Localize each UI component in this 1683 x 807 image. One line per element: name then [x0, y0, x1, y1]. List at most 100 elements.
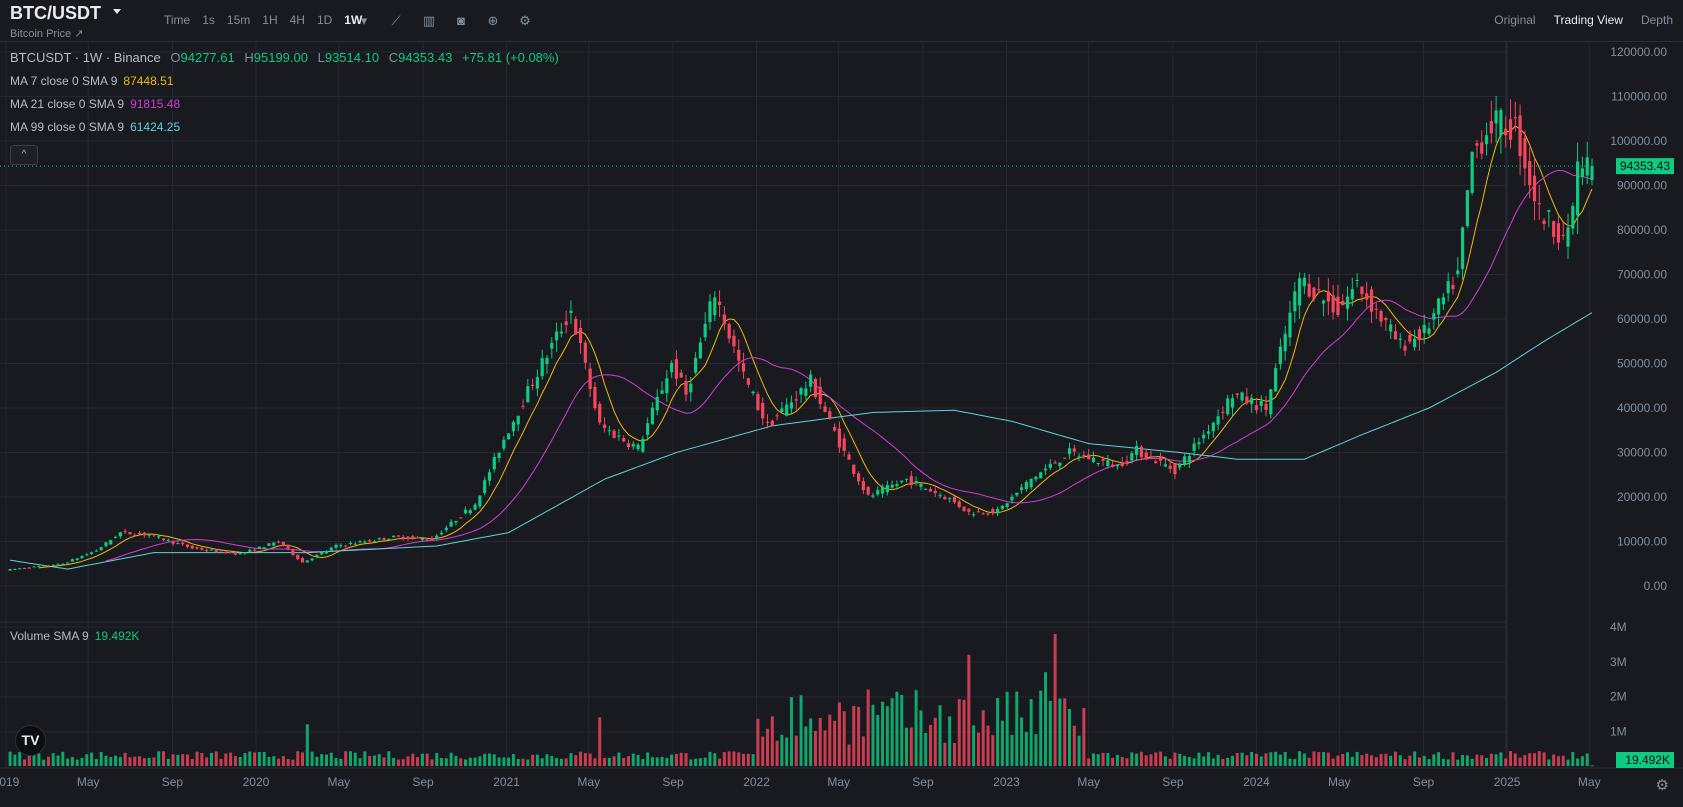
volume-bar — [473, 757, 477, 766]
candle-body — [972, 514, 976, 516]
candle-body — [353, 543, 357, 545]
tradingview-logo-icon[interactable]: TV — [15, 725, 46, 756]
candle-body — [1015, 492, 1019, 496]
gear-icon[interactable]: ⚙ — [519, 13, 531, 28]
candle-body — [1379, 310, 1383, 322]
volume-bar — [133, 756, 137, 766]
candle-body — [876, 490, 880, 495]
volume-bar — [1058, 698, 1062, 766]
volume-bar — [8, 751, 12, 766]
candle-body — [1144, 452, 1148, 459]
ma7-legend[interactable]: MA 7 close 0 SMA 9 87448.51 — [10, 74, 174, 88]
candle-body — [1111, 464, 1115, 468]
interval-1h[interactable]: 1H — [262, 13, 278, 27]
candle-body — [1096, 463, 1100, 465]
ma21-legend[interactable]: MA 21 close 0 SMA 9 91815.48 — [10, 97, 181, 111]
volume-bar — [928, 724, 932, 766]
camera-icon[interactable]: ◙ — [457, 13, 465, 28]
interval-1w[interactable]: 1W — [344, 13, 363, 27]
gear-icon[interactable]: ⚙ — [1655, 777, 1669, 794]
volume-bar — [171, 754, 175, 766]
candle-body — [885, 485, 889, 493]
volume-bar — [209, 752, 213, 766]
indicator-icon[interactable]: ⟋ — [391, 13, 401, 28]
candle-body — [296, 554, 300, 560]
chevron-down-icon[interactable]: ▾ — [360, 13, 368, 28]
candle-body — [1005, 503, 1009, 507]
volume-bar — [401, 759, 405, 766]
volume-bar — [742, 753, 746, 766]
candle-body — [789, 402, 794, 409]
view-tab-original[interactable]: Original — [1494, 13, 1536, 27]
interval-4h[interactable]: 4H — [289, 13, 305, 27]
candle-body — [564, 321, 568, 326]
volume-bar — [166, 758, 170, 766]
candle-type-icon[interactable]: ▥ — [422, 13, 436, 28]
volume-bar — [895, 691, 899, 766]
volume-bar — [37, 753, 41, 766]
volume-bar — [185, 754, 189, 766]
candle-body — [248, 549, 252, 552]
candle-body — [415, 537, 420, 539]
volume-bar — [1547, 759, 1551, 766]
ma99-legend[interactable]: MA 99 close 0 SMA 9 61424.25 — [10, 120, 181, 134]
candle-body — [1475, 143, 1479, 146]
candle-body — [42, 565, 46, 567]
current-price-label: 94353.43 — [1620, 159, 1670, 173]
volume-bar — [574, 755, 578, 766]
volume-axis-label: 1M — [1610, 724, 1627, 738]
candle-body — [1139, 446, 1144, 458]
candle-body — [574, 318, 578, 335]
view-tab-depth[interactable]: Depth — [1640, 13, 1673, 27]
interval-1d[interactable]: 1D — [316, 13, 333, 27]
collapse-legend-button[interactable]: ^ — [10, 145, 38, 165]
candle-body — [439, 532, 444, 535]
plus-circle-icon[interactable]: ⊕ — [487, 13, 499, 28]
volume-bar — [253, 752, 257, 766]
volume-bar — [464, 759, 468, 766]
candle-body — [617, 435, 621, 437]
volume-bar — [61, 751, 65, 766]
interval-time[interactable]: Time — [164, 13, 191, 27]
volume-bar — [626, 756, 630, 766]
volume-bar — [1034, 734, 1038, 766]
top-toolbar: BTC/USDT Bitcoin Price ↗ Time 1s 15m 1H 4H 1D… — [0, 0, 1683, 42]
view-tab-trading-view[interactable]: Trading View — [1553, 13, 1623, 27]
volume-bar — [195, 751, 199, 766]
volume-bar — [277, 758, 281, 766]
volume-bar — [224, 753, 228, 766]
candle-body — [224, 551, 228, 554]
candle-body — [1173, 464, 1177, 475]
candle-body — [943, 497, 947, 500]
interval-1s[interactable]: 1s — [202, 13, 215, 27]
pair-title[interactable]: BTC/USDT — [10, 3, 101, 23]
volume-bar — [631, 753, 635, 766]
volume-legend[interactable]: Volume SMA 9 19.492K — [10, 629, 139, 643]
candle-body — [233, 552, 238, 555]
candle-body — [468, 510, 472, 514]
candle-body — [1537, 203, 1541, 205]
volume-bar — [948, 716, 952, 766]
candle-body — [554, 331, 559, 341]
chevron-down-icon[interactable] — [113, 9, 121, 14]
volume-bar — [1173, 752, 1177, 766]
candle-body — [1427, 328, 1431, 334]
candle-body — [61, 563, 65, 565]
volume-bar — [205, 757, 209, 766]
volume-bar — [1465, 755, 1469, 766]
candle-body — [746, 378, 750, 385]
volume-bar — [377, 754, 381, 766]
time-axis-label: Sep — [1413, 775, 1435, 789]
candle-body — [382, 538, 386, 540]
candle-body — [909, 476, 913, 486]
volume-bar — [1106, 752, 1110, 766]
volume-bar — [1302, 753, 1306, 766]
pair-subtitle-link[interactable]: Bitcoin Price ↗ — [10, 28, 84, 40]
price-axis-label: 110000.00 — [1611, 90, 1667, 104]
interval-15m[interactable]: 15m — [226, 13, 251, 27]
volume-bar — [363, 751, 367, 766]
candle-body — [818, 386, 822, 404]
candle-body — [113, 537, 118, 539]
volume-bar — [248, 751, 252, 766]
